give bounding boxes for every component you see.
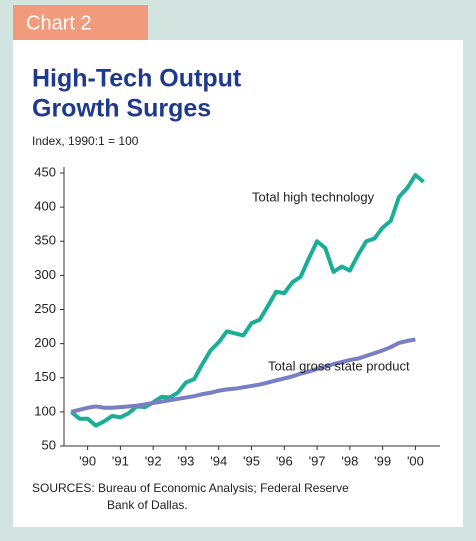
- x-tick-label: '91: [112, 453, 129, 468]
- x-tick-label: '00: [407, 453, 424, 468]
- chart-title: Growth Surges: [32, 95, 211, 123]
- y-tick-label: 300: [34, 267, 56, 282]
- series-label: Total gross state product: [268, 358, 410, 373]
- x-tick-label: '98: [341, 453, 358, 468]
- y-tick-label: 350: [34, 233, 56, 248]
- series-line: [70, 337, 416, 414]
- tab: [13, 5, 148, 40]
- source: SOURCES: Bureau of Economic Analysis; Fe…: [32, 481, 349, 495]
- x-tick-label: '99: [374, 453, 391, 468]
- series-line: [69, 173, 425, 428]
- x-tick-label: '96: [276, 453, 293, 468]
- x-tick-label: '90: [79, 453, 96, 468]
- y-tick-label: 100: [34, 403, 56, 418]
- series-label: Total high technology: [252, 189, 375, 204]
- subtitle: Index, 1990:1 = 100: [32, 134, 139, 148]
- chart-title: High-Tech Output: [32, 65, 242, 93]
- y-tick-label: 50: [42, 437, 56, 452]
- x-tick-label: '92: [145, 453, 162, 468]
- y-tick-label: 450: [34, 164, 56, 179]
- x-tick-label: '94: [210, 453, 227, 468]
- x-tick-label: '95: [243, 453, 260, 468]
- y-tick-label: 400: [34, 199, 56, 214]
- source: Bank of Dallas.: [107, 498, 188, 512]
- x-tick-label: '97: [309, 453, 326, 468]
- x-tick-label: '93: [177, 453, 194, 468]
- y-tick-label: 250: [34, 301, 56, 316]
- y-tick-label: 200: [34, 335, 56, 350]
- y-tick-label: 150: [34, 369, 56, 384]
- tab-label: Chart 2: [26, 12, 92, 34]
